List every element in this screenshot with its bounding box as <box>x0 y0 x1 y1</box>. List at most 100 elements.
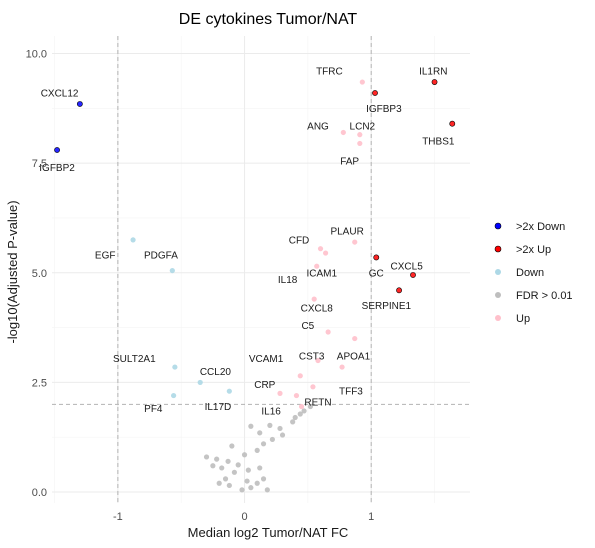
point-label: VCAM1 <box>249 354 284 365</box>
y-tick-label: 10.0 <box>26 49 47 61</box>
data-point <box>396 287 402 294</box>
point-label: PDGFA <box>144 251 178 262</box>
point-label: SULT2A1 <box>113 354 156 365</box>
data-point <box>323 250 329 256</box>
data-point <box>410 272 416 278</box>
data-point <box>226 388 232 394</box>
data-point <box>277 390 283 396</box>
legend: >2x Down >2x Up Down FDR > 0.01 Up <box>494 221 573 325</box>
data-point <box>76 101 83 107</box>
threshold-lines <box>52 36 470 503</box>
data-point <box>310 384 316 390</box>
legend-label: >2x Up <box>516 244 551 256</box>
data-point <box>301 408 307 414</box>
data-point <box>311 296 317 302</box>
data-point <box>307 403 313 410</box>
x-tick-label: -1 <box>113 511 123 523</box>
data-point <box>239 487 245 493</box>
data-point <box>359 79 365 85</box>
data-point <box>292 414 298 421</box>
legend-key <box>494 245 502 253</box>
data-point <box>226 482 232 489</box>
data-point <box>325 329 331 335</box>
y-tick-label: 7.5 <box>32 158 47 170</box>
data-point <box>314 263 320 269</box>
legend-label: FDR > 0.01 <box>516 290 573 302</box>
data-point <box>264 487 270 493</box>
data-point <box>372 90 378 96</box>
x-tick-label: 1 <box>368 511 374 523</box>
point-label: IL17D <box>205 402 232 413</box>
point-label: CCL20 <box>200 367 232 378</box>
data-point <box>214 456 220 462</box>
point-label: CRP <box>254 380 275 391</box>
data-point <box>339 364 345 370</box>
data-point <box>197 379 203 386</box>
data-point <box>231 469 237 475</box>
data-point <box>130 237 136 243</box>
point-label: ICAM1 <box>307 268 338 279</box>
point-label: ANG <box>307 121 329 132</box>
data-point <box>340 129 346 136</box>
x-axis-title: Median log2 Tumor/NAT FC <box>188 525 349 540</box>
point-label: IL1RN <box>419 67 447 78</box>
data-point <box>245 467 251 473</box>
point-label: CXCL12 <box>41 89 79 100</box>
point-label: SERPINE1 <box>362 301 412 312</box>
data-point <box>257 465 263 471</box>
data-point <box>357 132 363 138</box>
data-point <box>54 147 60 153</box>
legend-label: >2x Down <box>516 221 565 233</box>
data-point <box>352 239 358 245</box>
data-point <box>172 364 178 370</box>
chart-title: DE cytokines Tumor/NAT <box>179 11 358 28</box>
data-point <box>260 476 267 482</box>
point-label: EGF <box>95 251 116 262</box>
point-label: LCN2 <box>350 121 376 132</box>
point-label: FAP <box>340 156 359 167</box>
point-label: CXCL8 <box>301 303 334 314</box>
point-label: CST3 <box>299 352 325 363</box>
data-point <box>267 422 273 428</box>
data-point <box>290 419 296 425</box>
data-point <box>216 480 222 486</box>
data-point <box>257 430 263 436</box>
point-label: IGFBP2 <box>39 163 75 174</box>
point-label: CXCL5 <box>391 262 424 273</box>
data-point <box>222 476 229 482</box>
legend-label: Up <box>516 313 530 325</box>
data-point <box>352 335 358 342</box>
legend-key <box>494 222 502 230</box>
y-axis-title: -log10(Adjusted P-value) <box>5 200 20 343</box>
data-point <box>244 478 250 484</box>
axis-ticks: -1 0 10.02.55.07.510.0 <box>26 49 375 523</box>
data-point <box>260 441 267 447</box>
data-point <box>279 432 286 438</box>
data-point <box>431 79 438 85</box>
data-point <box>254 447 260 453</box>
data-point <box>298 403 305 410</box>
point-label: C5 <box>301 321 314 332</box>
y-tick-label: 0.0 <box>32 487 47 499</box>
data-point <box>317 246 324 252</box>
legend-label: Down <box>516 267 544 279</box>
data-points <box>54 79 456 493</box>
point-label: PLAUR <box>330 227 363 238</box>
point-label: CFD <box>289 235 310 246</box>
x-tick-label: 0 <box>241 511 247 523</box>
data-point <box>277 425 283 432</box>
point-labels: CXCL12 IGFBP2 TFRC IL1RN IGFBP3 ANG LCN2 THBS1 F… <box>39 67 455 418</box>
data-point <box>219 465 225 471</box>
data-point <box>254 480 260 486</box>
data-point <box>297 411 303 417</box>
data-point <box>269 436 275 443</box>
legend-key <box>495 292 501 298</box>
point-label: IL16 <box>261 406 281 417</box>
legend-key <box>495 269 501 275</box>
point-label: APOA1 <box>337 352 371 363</box>
data-point <box>248 423 254 429</box>
data-point <box>297 373 303 379</box>
data-point <box>171 392 177 399</box>
data-point <box>210 463 216 469</box>
